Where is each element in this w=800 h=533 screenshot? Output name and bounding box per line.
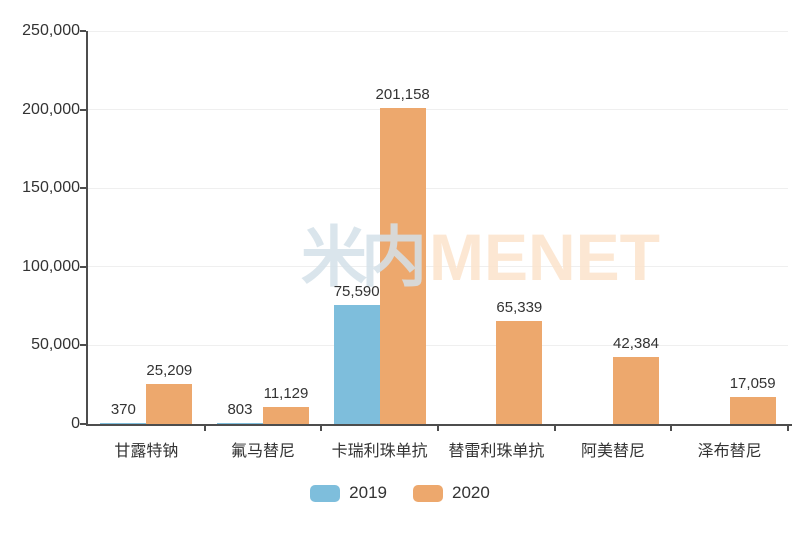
bar-group: 42,384 [567, 31, 659, 424]
y-axis [86, 31, 88, 424]
bar-2020 [146, 384, 193, 424]
data-label: 370 [110, 400, 136, 418]
data-label: 201,158 [375, 85, 430, 103]
bar-2020 [612, 357, 659, 424]
category-cell: 370 25,209 [88, 31, 205, 424]
x-tick-mark [553, 424, 556, 431]
bar-group: 17,059 [684, 31, 776, 424]
y-tick-mark [80, 423, 86, 425]
x-category-label: 阿美替尼 [580, 443, 645, 460]
data-label: 25,209 [146, 362, 193, 380]
gridline [88, 344, 788, 346]
legend-swatch [310, 484, 341, 502]
bar-group: 65,339 [450, 31, 543, 424]
bar-slot: 65,339 [496, 31, 543, 424]
bar-2020 [379, 107, 426, 424]
bar-slot: 25,209 [146, 31, 193, 424]
bar-slot: 370 [100, 31, 147, 424]
x-tick-mark [320, 424, 323, 431]
x-category-label: 泽布替尼 [697, 443, 762, 460]
legend-swatch [413, 484, 443, 502]
y-tick-label: 50,000 [31, 336, 80, 354]
x-category-label: 氟马替尼 [230, 443, 295, 460]
category-cell: 42,384 [555, 31, 672, 424]
bar-slot [684, 31, 730, 424]
bar-2019 [216, 422, 263, 424]
category-cell: 17,059 [671, 31, 788, 424]
y-tick-mark [80, 30, 86, 32]
x-category-label: 替雷利珠单抗 [448, 443, 545, 460]
y-tick-label: 250,000 [22, 22, 80, 39]
y-tick-mark [80, 108, 86, 111]
data-label: 11,129 [263, 384, 309, 402]
y-tick-mark [80, 265, 86, 268]
bar-slot: 42,384 [612, 31, 659, 424]
x-tick-mark [670, 424, 673, 431]
bar-slot: 17,059 [729, 31, 776, 424]
legend: 2019 2020 [0, 483, 800, 503]
y-tick-mark [80, 344, 86, 347]
category-cell: 65,339 [438, 31, 555, 424]
y-tick-label: 200,000 [22, 100, 80, 118]
bar-group: 803 11,129 [216, 31, 309, 424]
x-category-label: 卡瑞利珠单抗 [331, 443, 428, 460]
bar-2020 [496, 321, 543, 424]
y-tick-label: 100,000 [22, 257, 80, 275]
data-label: 65,339 [496, 299, 543, 317]
x-axis [86, 424, 792, 426]
bar-2019 [333, 305, 380, 424]
bar-slot: 11,129 [262, 31, 309, 424]
legend-label: 2020 [452, 483, 490, 502]
x-tick-mark [787, 424, 789, 431]
bar-2020 [729, 397, 776, 424]
legend-label: 2019 [349, 483, 387, 502]
bar-slot: 75,590 [333, 31, 380, 424]
bar-slot [567, 31, 613, 424]
gridline [88, 30, 788, 32]
category-cell: 803 11,129 [205, 31, 322, 424]
y-tick-label: 150,000 [22, 179, 80, 197]
data-label: 42,384 [613, 335, 659, 353]
gridline [88, 266, 788, 268]
y-tick-mark [80, 187, 86, 190]
bar-2019 [100, 422, 147, 424]
bar-slot [450, 31, 496, 424]
x-tick-mark [203, 424, 206, 431]
bar-2020 [262, 406, 309, 424]
category-cell: 75,590 201,158 [321, 31, 438, 424]
x-tick-mark [437, 424, 439, 431]
data-label: 17,059 [729, 375, 776, 393]
bar-slot: 201,158 [376, 31, 430, 424]
y-tick-label: 0 [71, 415, 80, 432]
x-category-label: 甘露特钠 [114, 443, 179, 460]
bar-group: 75,590 201,158 [333, 31, 430, 424]
gridline [88, 109, 788, 111]
legend-item-2020[interactable]: 2020 [413, 483, 490, 503]
data-label: 803 [227, 400, 253, 418]
data-label: 75,590 [333, 283, 380, 301]
bar-group: 370 25,209 [100, 31, 193, 424]
plot-area: 370 25,209 803 11,129 75,590 201,158 65,339 42,… [80, 30, 792, 426]
legend-item-2019[interactable]: 2019 [310, 483, 387, 503]
gridline [88, 187, 788, 189]
bar-slot: 803 [216, 31, 263, 424]
